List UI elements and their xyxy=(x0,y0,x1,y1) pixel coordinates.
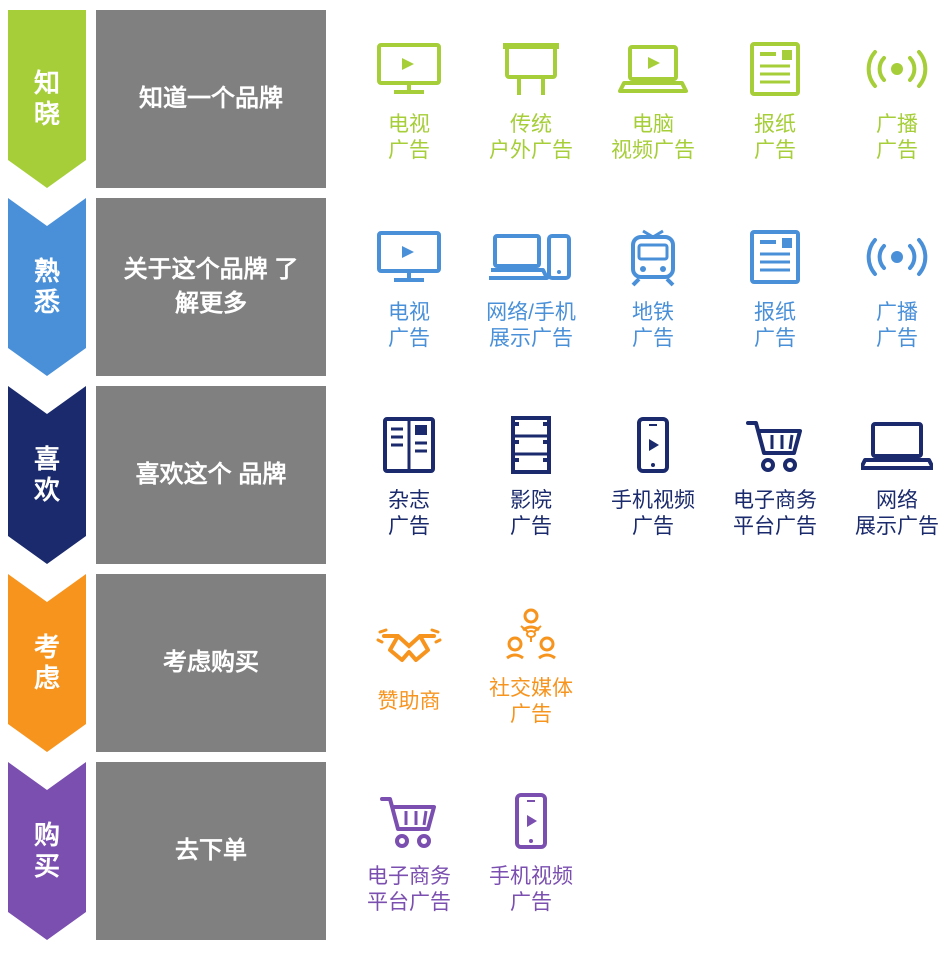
channel-label: 杂志 广告 xyxy=(388,488,430,541)
channel-label: 广播 广告 xyxy=(876,112,918,165)
channel-filmstrip: 影院 广告 xyxy=(476,410,586,541)
channel-social: 社交媒体 广告 xyxy=(476,598,586,729)
channels: 电视 广告 传统 户外广告电脑 视频广告 报纸 广告 广播 广告 xyxy=(326,10,952,188)
channel-label: 影院 广告 xyxy=(510,488,552,541)
channel-label: 手机视频 广告 xyxy=(489,864,573,917)
broadcast-icon xyxy=(864,34,930,104)
stage-label: 知 晓 xyxy=(31,68,62,130)
channel-label: 手机视频 广告 xyxy=(611,488,695,541)
stage-description-consideration: 考虑购买 xyxy=(96,574,326,752)
phone-play-icon xyxy=(513,786,549,856)
stage-label: 熟 悉 xyxy=(31,256,62,318)
billboard-icon xyxy=(501,34,561,104)
stage-description-purchase: 去下单 xyxy=(96,762,326,940)
handshake-icon xyxy=(376,611,442,681)
laptop-icon xyxy=(861,410,933,480)
stage-chevron-awareness: 知 晓 xyxy=(8,10,86,188)
magazine-icon xyxy=(381,410,437,480)
channel-tv: 电视 广告 xyxy=(354,222,464,353)
channel-label: 赞助商 xyxy=(378,689,441,715)
stage-chevron-familiarity: 熟 悉 xyxy=(8,198,86,376)
stage-label: 喜 欢 xyxy=(31,444,62,506)
phone-play-icon xyxy=(635,410,671,480)
channel-tv: 电视 广告 xyxy=(354,34,464,165)
tv-icon xyxy=(376,222,442,292)
channel-newspaper: 报纸 广告 xyxy=(720,222,830,353)
laptop-play-icon xyxy=(618,34,688,104)
channel-label: 网络/手机 展示广告 xyxy=(486,300,576,353)
stage-chevron-consideration: 考 虑 xyxy=(8,574,86,752)
channel-subway: 地铁 广告 xyxy=(598,222,708,353)
channel-label: 广播 广告 xyxy=(876,300,918,353)
channel-label: 报纸 广告 xyxy=(754,300,796,353)
channel-label: 传统 户外广告 xyxy=(489,112,573,165)
channel-label: 网络 展示广告 xyxy=(855,488,939,541)
channel-label: 电视 广告 xyxy=(388,300,430,353)
channels: 赞助商 社交媒体 广告 xyxy=(326,574,944,752)
stage-description-awareness: 知道一个品牌 xyxy=(96,10,326,188)
laptop-phone-icon xyxy=(489,222,573,292)
channel-broadcast: 广播 广告 xyxy=(842,222,952,353)
stage-description-liking: 喜欢这个 品牌 xyxy=(96,386,326,564)
subway-icon xyxy=(625,222,681,292)
stage-row-purchase: 购 买去下单电子商务 平台广告手机视频 广告 xyxy=(8,762,944,940)
channel-laptop-play: 电脑 视频广告 xyxy=(598,34,708,165)
social-icon xyxy=(501,598,561,668)
channel-label: 电脑 视频广告 xyxy=(611,112,695,165)
channel-cart: 电子商务 平台广告 xyxy=(354,786,464,917)
stage-description-familiarity: 关于这个品牌 了解更多 xyxy=(96,198,326,376)
broadcast-icon xyxy=(864,222,930,292)
stage-row-consideration: 考 虑 考虑购买赞助商 社交媒体 广告 xyxy=(8,574,944,752)
stage-description-text: 知道一个品牌 xyxy=(139,82,283,116)
channel-laptop-phone: 网络/手机 展示广告 xyxy=(476,222,586,353)
stage-row-liking: 喜 欢 喜欢这个 品牌杂志 广告 影院 广告 手机视频 广告电子商务 平台广告网络 展… xyxy=(8,386,944,564)
stage-description-text: 喜欢这个 品牌 xyxy=(136,458,287,492)
channel-label: 电子商务 平台广告 xyxy=(733,488,817,541)
channel-label: 社交媒体 广告 xyxy=(489,676,573,729)
channel-label: 电子商务 平台广告 xyxy=(367,864,451,917)
channels: 杂志 广告 影院 广告 手机视频 广告电子商务 平台广告网络 展示广告 xyxy=(326,386,952,564)
channel-label: 电视 广告 xyxy=(388,112,430,165)
stage-row-awareness: 知 晓 知道一个品牌电视 广告 传统 户外广告电脑 视频广告 报纸 广告 广播 广告 xyxy=(8,10,944,188)
channel-cart: 电子商务 平台广告 xyxy=(720,410,830,541)
newspaper-icon xyxy=(748,222,802,292)
tv-icon xyxy=(376,34,442,104)
funnel-diagram: 知 晓知道一个品牌电视 广告传统 户外广告电脑 视频广告报纸 广告广播 广告熟 … xyxy=(8,10,944,940)
filmstrip-icon xyxy=(509,410,553,480)
channel-magazine: 杂志 广告 xyxy=(354,410,464,541)
channel-label: 地铁 广告 xyxy=(632,300,674,353)
channel-handshake: 赞助商 xyxy=(354,611,464,715)
stage-description-text: 考虑购买 xyxy=(163,646,259,680)
stage-chevron-purchase: 购 买 xyxy=(8,762,86,940)
channel-broadcast: 广播 广告 xyxy=(842,34,952,165)
channel-phone-play: 手机视频 广告 xyxy=(598,410,708,541)
cart-icon xyxy=(378,786,440,856)
stage-row-familiarity: 熟 悉 关于这个品牌 了解更多电视 广告 网络/手机 展示广告 地铁 广告 报纸 广告 广… xyxy=(8,198,944,376)
channel-billboard: 传统 户外广告 xyxy=(476,34,586,165)
channel-phone-play: 手机视频 广告 xyxy=(476,786,586,917)
newspaper-icon xyxy=(748,34,802,104)
channel-label: 报纸 广告 xyxy=(754,112,796,165)
channels: 电视 广告 网络/手机 展示广告 地铁 广告 报纸 广告 广播 广告 xyxy=(326,198,952,376)
channel-laptop: 网络 展示广告 xyxy=(842,410,952,541)
stage-chevron-liking: 喜 欢 xyxy=(8,386,86,564)
stage-description-text: 去下单 xyxy=(175,834,247,868)
stage-label: 考 虑 xyxy=(31,632,62,694)
cart-icon xyxy=(744,410,806,480)
channel-newspaper: 报纸 广告 xyxy=(720,34,830,165)
stage-label: 购 买 xyxy=(31,820,62,882)
stage-description-text: 关于这个品牌 了解更多 xyxy=(114,253,308,320)
channels: 电子商务 平台广告手机视频 广告 xyxy=(326,762,944,940)
